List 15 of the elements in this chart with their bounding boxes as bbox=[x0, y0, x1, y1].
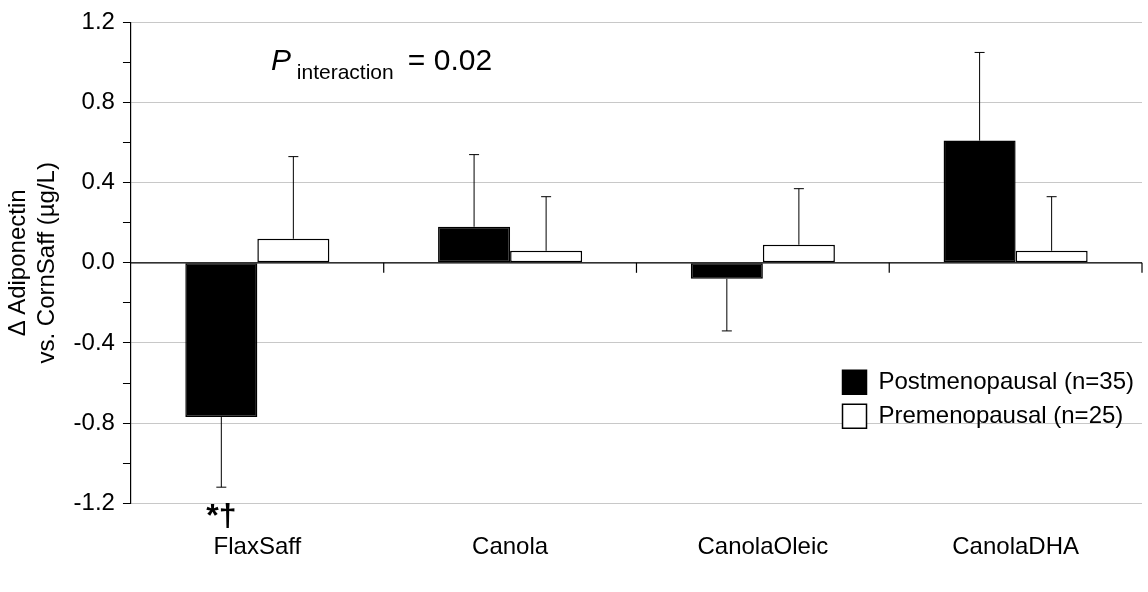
x-tick-label: CanolaOleic bbox=[697, 532, 829, 560]
legend-label: Premenopausal (n=25) bbox=[878, 400, 1124, 428]
y-tick-label: -0.8 bbox=[73, 407, 115, 435]
y-tick-label: 0.0 bbox=[81, 247, 115, 275]
x-tick-label: FlaxSaff bbox=[213, 532, 302, 560]
y-tick-label: -0.4 bbox=[73, 327, 115, 355]
x-tick-label: Canola bbox=[472, 532, 549, 560]
y-tick-label: 0.8 bbox=[81, 87, 115, 115]
legend-label: Postmenopausal (n=35) bbox=[878, 366, 1135, 394]
y-tick-label: -1.2 bbox=[73, 487, 115, 515]
y-axis-title: Δ Adiponectin vs. CornSaff (µg/L) bbox=[3, 162, 59, 364]
y-tick-label: 0.4 bbox=[81, 167, 115, 195]
x-tick-label: CanolaDHA bbox=[952, 532, 1079, 560]
annotation: *† bbox=[206, 497, 237, 534]
y-tick-label: 1.2 bbox=[81, 7, 115, 35]
